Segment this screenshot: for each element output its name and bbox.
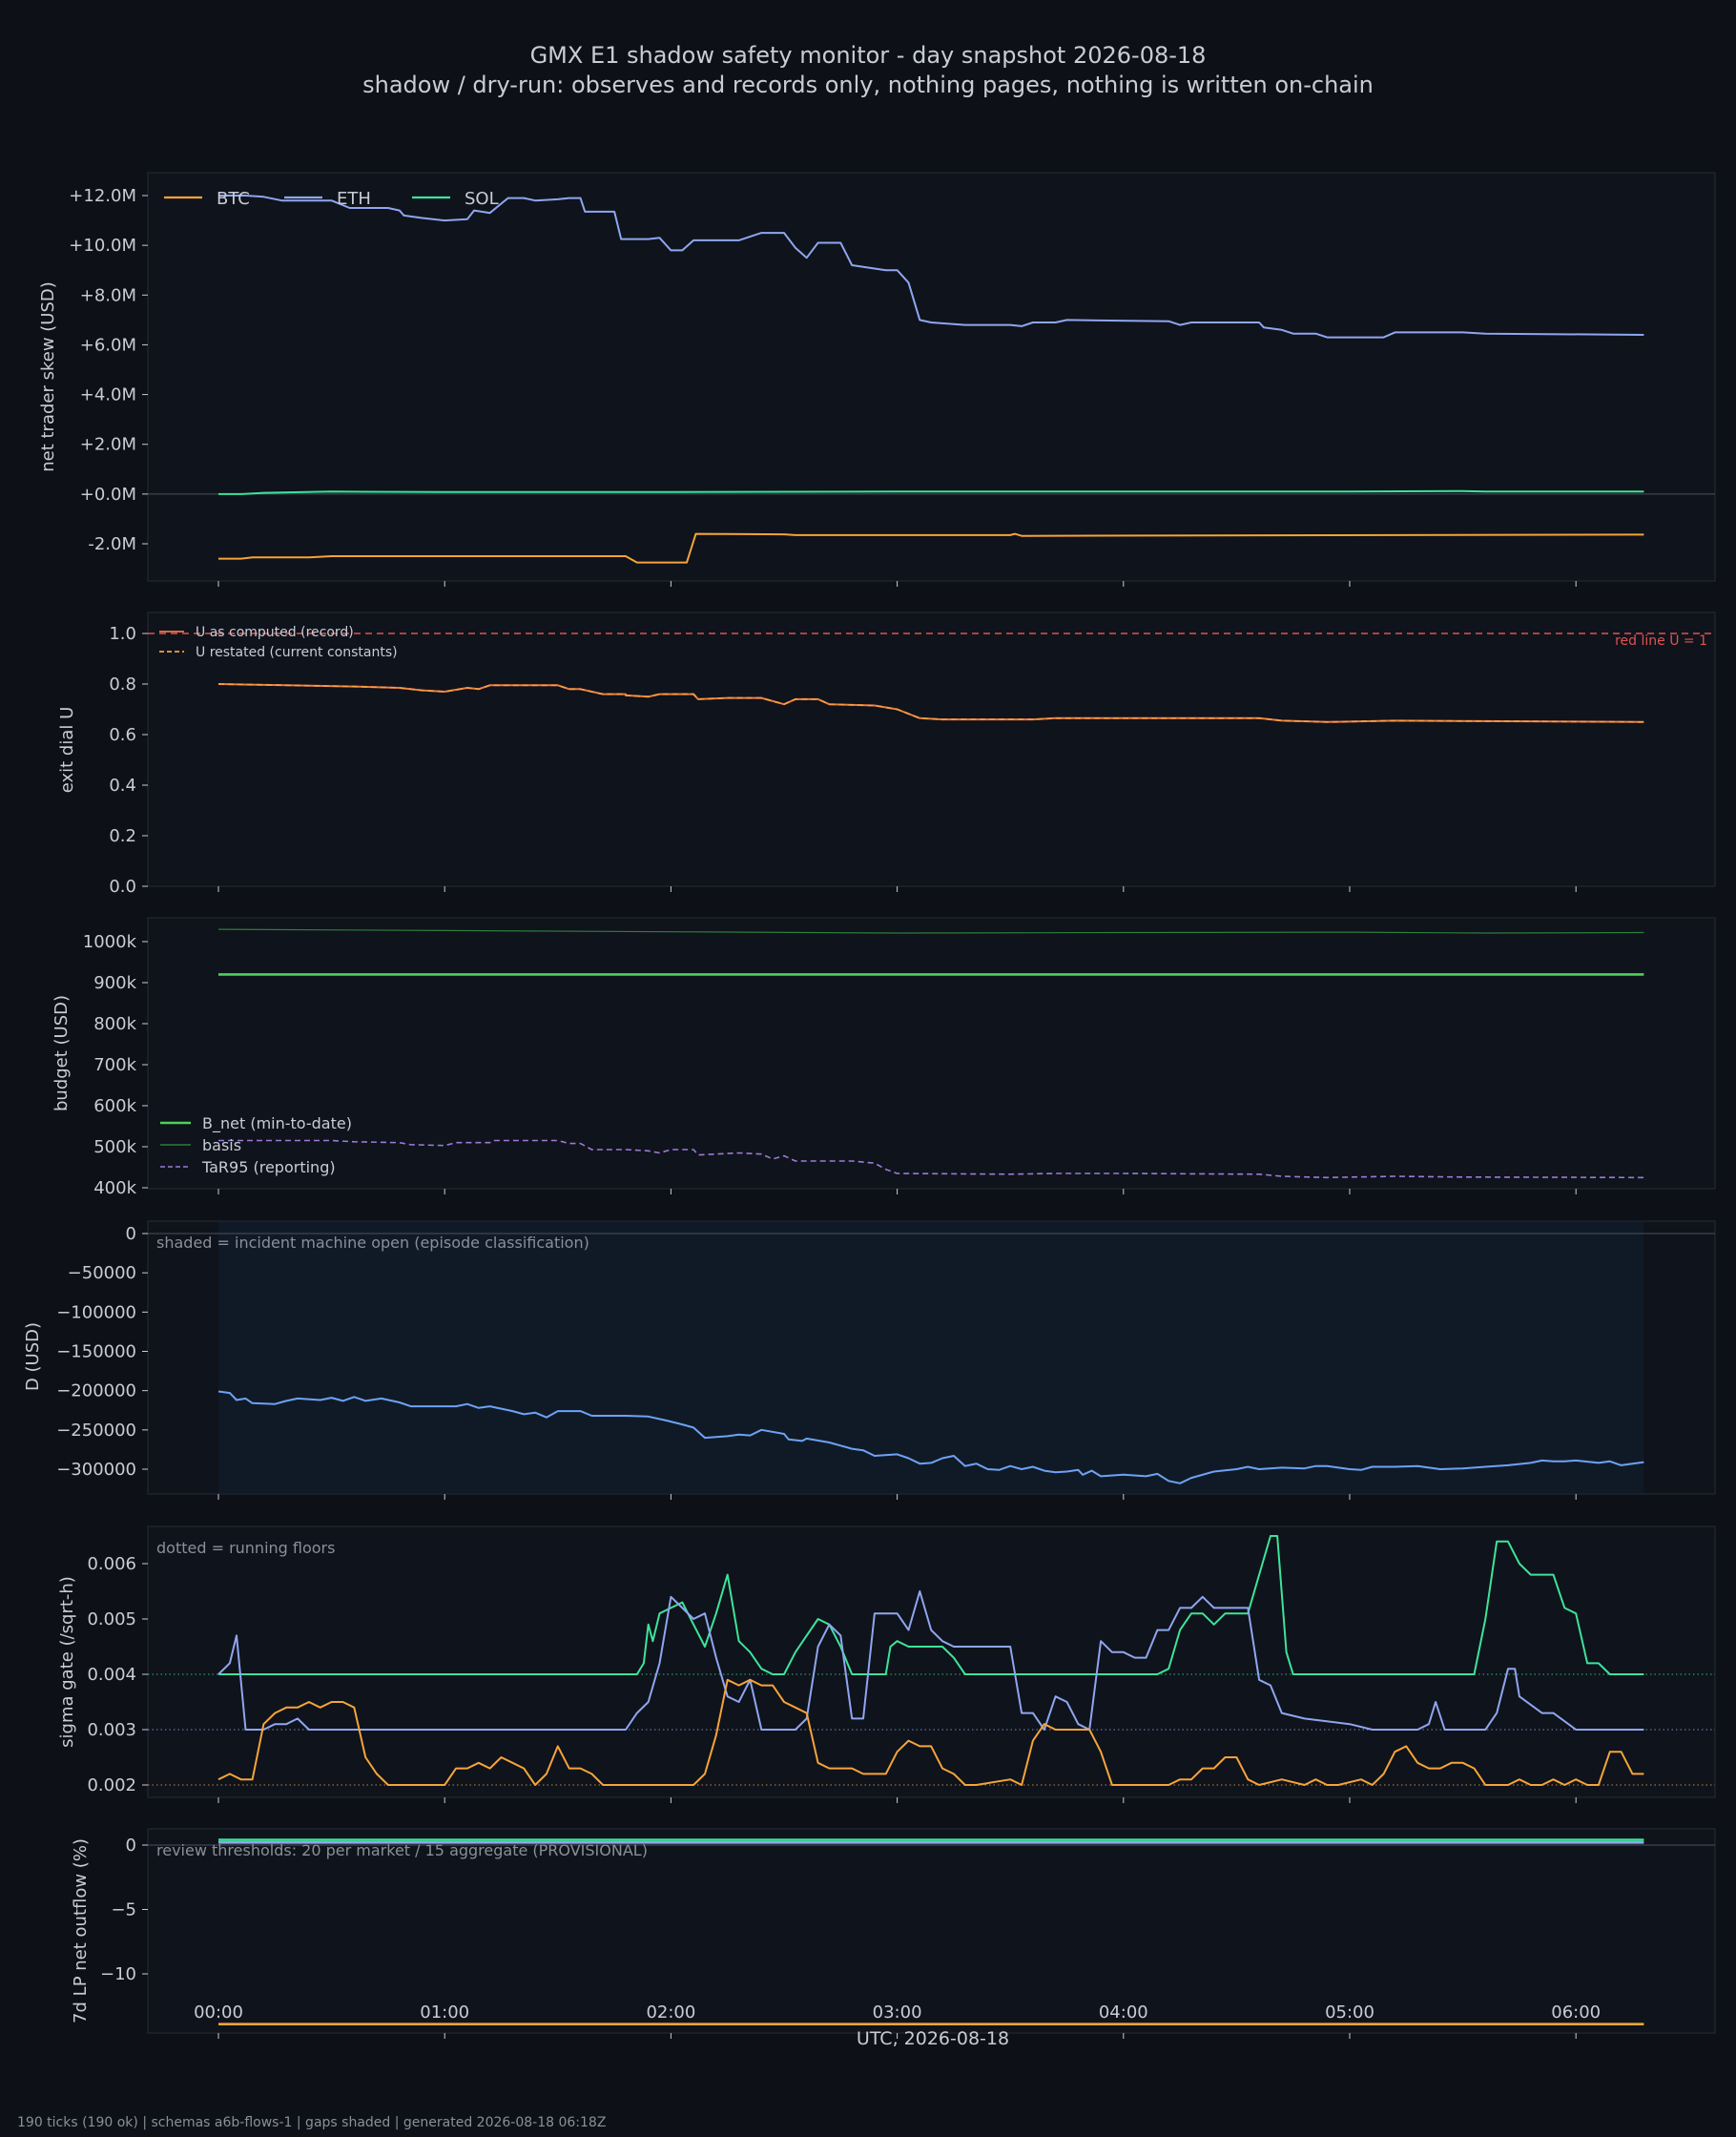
legend-label: basis bbox=[202, 1136, 241, 1154]
panels: +12.0M +10.0M +8.0M +6.0M +4.0M +2.0M +0.0M -2.… bbox=[23, 172, 1716, 2039]
legend-label: U restated (current constants) bbox=[196, 645, 398, 660]
y-axis-label: budget (USD) bbox=[52, 995, 72, 1111]
panel-2-frame bbox=[147, 612, 1716, 887]
y-tick-label: −50000 bbox=[68, 1263, 136, 1283]
y-tick-label: 0.003 bbox=[87, 1720, 136, 1740]
y-tick-label: 0 bbox=[126, 1836, 136, 1856]
series-line-tar95-reporting- bbox=[218, 1139, 1644, 1179]
y-tick-label: +8.0M bbox=[80, 285, 136, 305]
y-tick-label: −150000 bbox=[56, 1342, 136, 1362]
x-axis-label: UTC, 2026-08-18 bbox=[857, 2028, 1009, 2049]
x-tick-label: 02:00 bbox=[646, 2002, 695, 2023]
series-line-d bbox=[217, 1390, 1644, 1484]
y-tick-label: 1.0 bbox=[109, 624, 136, 644]
legend-label: SOL bbox=[465, 189, 499, 209]
y-tick-label: 800k bbox=[93, 1014, 136, 1034]
y-axis-label: exit dial U bbox=[57, 707, 77, 794]
panel-1-frame bbox=[147, 172, 1716, 582]
y-axis-label: 7d LP net outflow (%) bbox=[71, 1838, 91, 2023]
series-line-sol bbox=[218, 489, 1644, 495]
panel-note: review thresholds: 20 per market / 15 ag… bbox=[156, 1841, 648, 1859]
panel-3-frame bbox=[147, 917, 1716, 1190]
y-tick-label: 400k bbox=[93, 1178, 136, 1198]
series-line-eth bbox=[218, 195, 1644, 339]
series-line-u-restated-current-constants- bbox=[217, 683, 1644, 723]
series-line-basis bbox=[217, 928, 1644, 934]
incident-shade bbox=[218, 1222, 1644, 1493]
x-tick-label: 01:00 bbox=[420, 2002, 469, 2023]
y-tick-label: −5 bbox=[111, 1900, 136, 1920]
y-tick-label: −100000 bbox=[56, 1302, 136, 1322]
y-tick-label: 0.004 bbox=[87, 1665, 136, 1685]
panel-note: shaded = incident machine open (episode … bbox=[156, 1234, 589, 1252]
series-line-sol bbox=[218, 1535, 1644, 1675]
y-tick-label: −250000 bbox=[56, 1421, 136, 1441]
y-tick-label: 0.8 bbox=[109, 674, 136, 695]
legend-label: U as computed (record) bbox=[196, 625, 354, 640]
y-tick-label: +0.0M bbox=[80, 485, 136, 505]
y-tick-label: 600k bbox=[93, 1096, 136, 1116]
y-tick-label: 0.006 bbox=[87, 1554, 136, 1574]
y-axis-label: net trader skew (USD) bbox=[38, 281, 58, 472]
y-tick-label: 0.0 bbox=[109, 877, 136, 897]
y-tick-label: 1000k bbox=[83, 932, 137, 952]
red-line-label: red line U = 1 bbox=[1615, 633, 1707, 649]
y-tick-label: +10.0M bbox=[69, 236, 136, 256]
legend-label: B_net (min-to-date) bbox=[202, 1114, 352, 1133]
y-tick-label: 0 bbox=[126, 1224, 136, 1244]
y-axis-label: D (USD) bbox=[23, 1322, 43, 1391]
x-tick-label: 03:00 bbox=[873, 2002, 922, 2023]
y-tick-label: 0.005 bbox=[87, 1609, 136, 1629]
x-tick-label: 05:00 bbox=[1325, 2002, 1374, 2023]
panel-note: dotted = running floors bbox=[156, 1539, 335, 1557]
y-tick-label: +4.0M bbox=[80, 385, 136, 405]
series-line-btc bbox=[217, 1678, 1644, 1786]
y-tick-label: −200000 bbox=[56, 1381, 136, 1401]
y-tick-label: 0.4 bbox=[109, 776, 136, 796]
series-line-btc bbox=[218, 532, 1644, 564]
x-tick-label: 00:00 bbox=[194, 2002, 243, 2023]
footer-text: 190 ticks (190 ok) | schemas a6b-flows-1… bbox=[17, 2115, 606, 2130]
legend-label: BTC bbox=[217, 189, 250, 209]
y-axis-label: sigma gate (/sqrt-h) bbox=[57, 1576, 77, 1748]
legend-label: TaR95 (reporting) bbox=[201, 1158, 336, 1176]
y-tick-label: 0.002 bbox=[87, 1775, 136, 1795]
y-tick-label: 700k bbox=[93, 1055, 136, 1075]
series-line-eth bbox=[217, 1590, 1644, 1731]
y-tick-label: 500k bbox=[93, 1137, 136, 1157]
y-tick-label: 0.2 bbox=[109, 826, 136, 846]
y-tick-label: +2.0M bbox=[80, 435, 136, 455]
chart-subtitle: shadow / dry-run: observes and records o… bbox=[362, 72, 1374, 98]
panel-5-frame bbox=[147, 1525, 1716, 1798]
x-tick-label: 06:00 bbox=[1551, 2002, 1601, 2023]
y-tick-label: -2.0M bbox=[88, 534, 136, 554]
y-tick-label: 0.6 bbox=[109, 725, 136, 745]
y-tick-label: −10 bbox=[100, 1964, 136, 1984]
panel-6-frame bbox=[147, 1828, 1716, 2034]
chart-title: GMX E1 shadow safety monitor - day snaps… bbox=[530, 42, 1207, 69]
y-tick-label: −300000 bbox=[56, 1460, 136, 1480]
y-tick-label: +6.0M bbox=[80, 335, 136, 355]
legend-label: ETH bbox=[337, 189, 371, 209]
x-tick-label: 04:00 bbox=[1099, 2002, 1148, 2023]
y-tick-label: +12.0M bbox=[69, 186, 136, 206]
y-tick-label: 900k bbox=[93, 973, 136, 993]
